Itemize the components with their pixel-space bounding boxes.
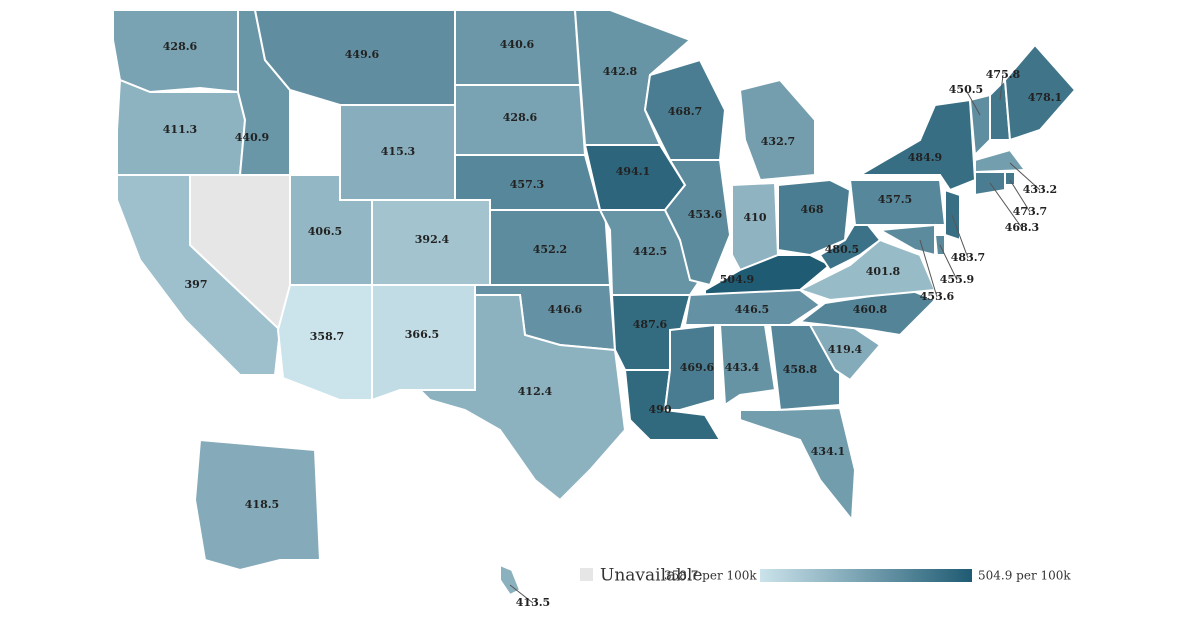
- state-value-label: 453.6: [920, 290, 955, 303]
- state-value-label: 392.4: [415, 233, 450, 246]
- state-value-label: 458.8: [783, 363, 818, 376]
- state-value-label: 415.3: [381, 145, 415, 158]
- leader-line: [509, 584, 534, 604]
- state: [738, 78, 816, 182]
- state-value-label: 483.7: [951, 251, 985, 264]
- state-value-label: 358.7: [310, 330, 344, 343]
- state-value-label: 450.5: [949, 83, 983, 96]
- state-value-label: 460.8: [853, 303, 888, 316]
- state-value-label: 484.9: [908, 151, 942, 164]
- state-value-label: 487.6: [633, 318, 668, 331]
- state: [371, 284, 476, 402]
- state-value-label: 413.5: [516, 596, 550, 609]
- state: [663, 159, 732, 287]
- state-value-label: 418.5: [245, 498, 279, 511]
- leader-line: [939, 244, 958, 281]
- legend-max-label: 504.9 per 100k: [978, 569, 1071, 583]
- state: [1003, 43, 1077, 142]
- state-value-label: 504.9: [720, 273, 754, 286]
- state-value-label: 434.1: [811, 445, 845, 458]
- state-value-label: 475.8: [986, 68, 1021, 81]
- state-value-label: 397: [185, 278, 208, 291]
- state-value-label: 401.8: [866, 265, 901, 278]
- leader-line: [989, 182, 1023, 229]
- state-value-label: 490: [649, 403, 672, 416]
- state: [683, 288, 822, 326]
- state-labels: 428.6 411.3 397 440.9 449.6 415.3 406.5 392.4 35…: [163, 38, 1062, 609]
- state: [193, 438, 322, 572]
- leader-line: [951, 214, 969, 259]
- legend-unavailable-label: Unavailable: [600, 566, 703, 586]
- state: [818, 213, 882, 272]
- state: [739, 406, 857, 523]
- state: [876, 223, 936, 257]
- state: [663, 323, 716, 411]
- leader-line: [965, 89, 981, 116]
- state: [856, 98, 977, 192]
- state-value-label: 428.6: [163, 40, 198, 53]
- state-value-label: 473.7: [1013, 205, 1047, 218]
- state-value-label: 468: [801, 203, 824, 216]
- state-value-label: 469.6: [680, 361, 715, 374]
- state: [1004, 171, 1016, 186]
- state-value-label: 455.9: [940, 273, 974, 286]
- state: [797, 238, 937, 302]
- state-value-label: 449.6: [345, 48, 380, 61]
- state-value-label: 443.4: [725, 361, 760, 374]
- unavailable-swatch: [580, 568, 593, 581]
- state: [718, 324, 777, 407]
- state-value-label: 468.3: [1005, 221, 1039, 234]
- state-value-label: 410: [744, 211, 767, 224]
- legend-gradient: [760, 569, 972, 582]
- state-value-label: 446.5: [735, 303, 769, 316]
- state: [417, 294, 627, 502]
- legend-min-label: 358.7 per 100k: [664, 569, 757, 583]
- state-value-label: 411.3: [163, 123, 197, 136]
- state-value-label: 442.8: [603, 65, 638, 78]
- state-value-label: 440.6: [500, 38, 535, 51]
- states: [112, 9, 1077, 597]
- leader-line: [999, 74, 1004, 101]
- state-value-label: 457.3: [510, 178, 544, 191]
- state-value-label: 468.7: [668, 105, 702, 118]
- state-value-label: 478.1: [1028, 91, 1062, 104]
- state-value-label: 406.5: [308, 225, 342, 238]
- state-value-label: 453.6: [688, 208, 723, 221]
- state-value-label: 494.1: [616, 165, 650, 178]
- state-value-label: 433.2: [1023, 183, 1057, 196]
- state-value-label: 480.5: [825, 243, 859, 256]
- legend: 358.7 per 100k Unavailable 504.9 per 100…: [580, 566, 1071, 586]
- state-value-label: 432.7: [761, 135, 795, 148]
- state: [797, 288, 937, 337]
- state: [499, 563, 522, 597]
- state-value-label: 440.9: [235, 131, 269, 144]
- state: [974, 148, 1027, 174]
- leader-line: [919, 239, 938, 298]
- state-value-label: 446.6: [548, 303, 583, 316]
- state-value-label: 419.4: [828, 343, 863, 356]
- leader-line: [1009, 179, 1031, 213]
- state-value-label: 457.5: [878, 193, 912, 206]
- leader-line: [1009, 162, 1041, 191]
- state-value-label: 428.6: [503, 111, 538, 124]
- state-value-label: 412.4: [518, 385, 553, 398]
- state-value-label: 452.2: [533, 243, 567, 256]
- state-value-label: 442.5: [633, 245, 667, 258]
- state-value-label: 366.5: [405, 328, 439, 341]
